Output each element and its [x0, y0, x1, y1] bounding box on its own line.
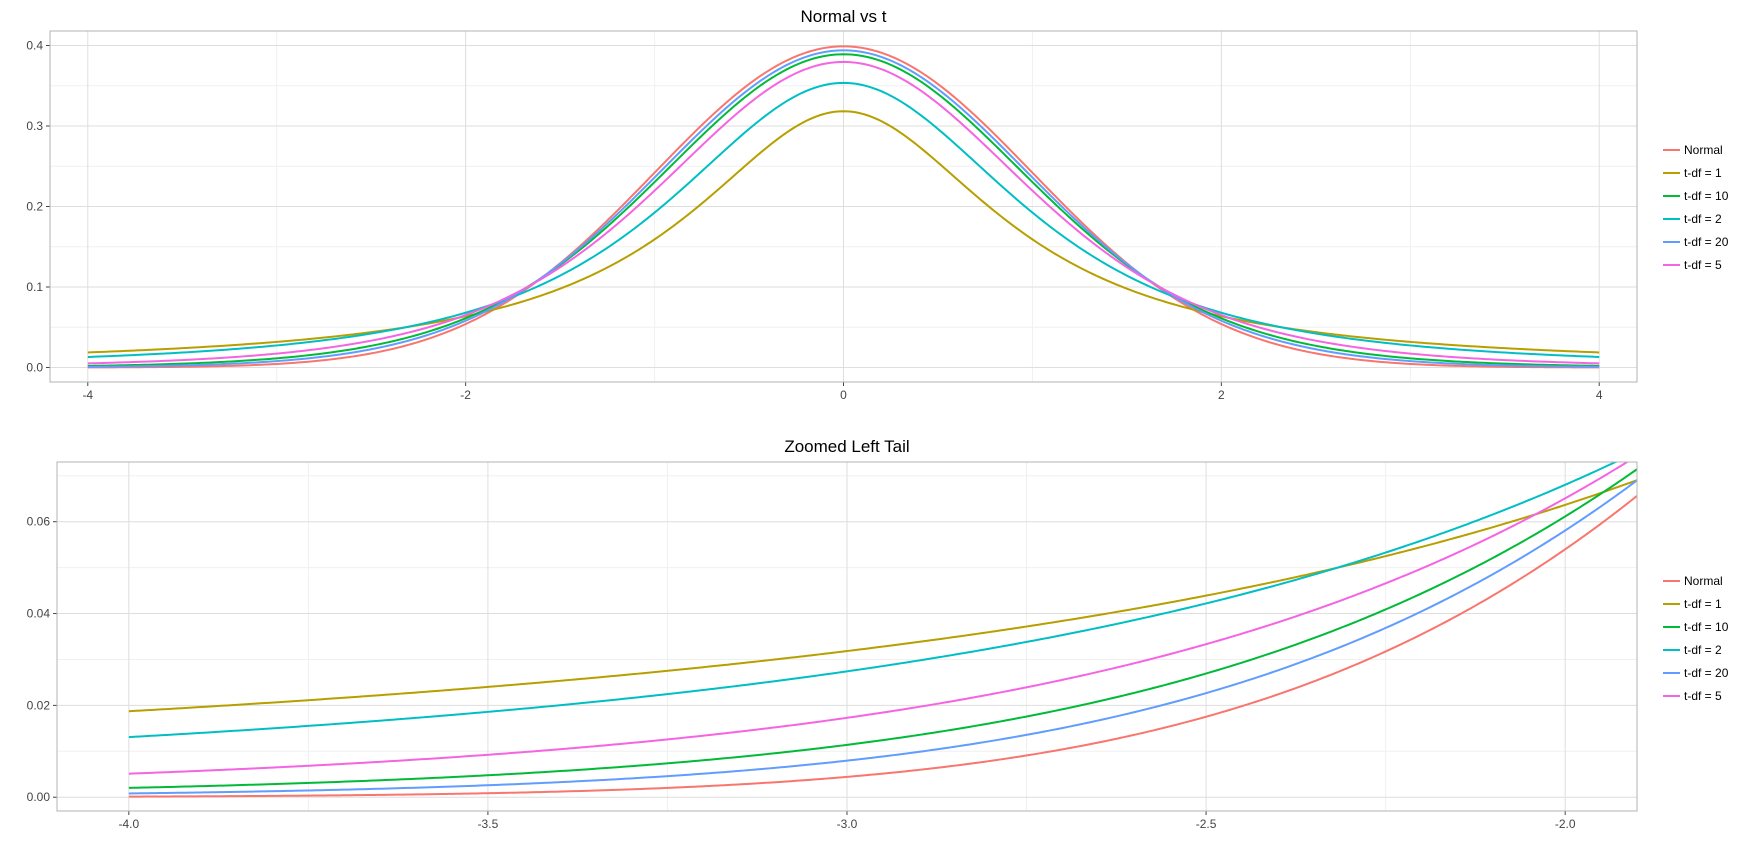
legend-label: t-df = 1	[1684, 166, 1722, 180]
panel-border	[56, 461, 1638, 812]
panel-border	[49, 30, 1638, 383]
x-tick-label: -2.5	[1196, 817, 1217, 831]
y-tick-label: 0.04	[27, 607, 51, 621]
x-tick-label: -2.0	[1555, 817, 1576, 831]
chart-panel-1: Normal vs t -4 -2 0 2 4 0.0 0.1 0.2 0.3 0.4 Normal t…	[26, 7, 1728, 402]
series-line-normal	[128, 495, 1637, 798]
legend-label: Normal	[1684, 574, 1723, 588]
y-tick-label: 0.1	[26, 280, 43, 294]
x-tick-label: 0	[840, 388, 847, 402]
series-line-t-df-2	[87, 81, 1600, 358]
chart-title: Zoomed Left Tail	[784, 437, 909, 456]
legend: Normal t-df = 1 t-df = 10 t-df = 2 t-df = 20…	[1663, 143, 1729, 272]
legend-label: Normal	[1684, 143, 1723, 157]
legend-label: t-df = 10	[1684, 620, 1729, 634]
y-tick-label: 0.06	[27, 515, 51, 529]
series-line-t-df-20	[87, 49, 1600, 368]
legend: Normal t-df = 1 t-df = 10 t-df = 2 t-df = 20…	[1663, 574, 1729, 703]
legend-label: t-df = 20	[1684, 666, 1729, 680]
series-line-t-df-5	[128, 462, 1630, 775]
chart-panel-2: Zoomed Left Tail -4.0 -3.5 -3.0 -2.5 -2.0 0.00…	[27, 437, 1729, 831]
legend-label: t-df = 20	[1684, 235, 1729, 249]
series-line-t-df-2	[128, 462, 1618, 739]
legend-label: t-df = 5	[1684, 689, 1722, 703]
legend-label: t-df = 1	[1684, 597, 1722, 611]
legend-label: t-df = 2	[1684, 212, 1722, 226]
x-tick-label: -4.0	[118, 817, 139, 831]
series-line-t-df-10	[128, 468, 1637, 789]
y-tick-label: 0.2	[26, 200, 43, 214]
y-tick-label: 0.3	[26, 119, 43, 133]
x-tick-label: -4	[82, 388, 93, 402]
legend-label: t-df = 5	[1684, 258, 1722, 272]
x-tick-label: 2	[1218, 388, 1225, 402]
series-line-t-df-20	[128, 479, 1637, 795]
series-line-t-df-1	[87, 110, 1600, 354]
y-tick-label: 0.02	[27, 698, 51, 712]
x-tick-label: -3.0	[837, 817, 858, 831]
x-tick-label: 4	[1596, 388, 1603, 402]
legend-label: t-df = 10	[1684, 189, 1729, 203]
series-line-t-df-10	[87, 53, 1600, 367]
legend-label: t-df = 2	[1684, 643, 1722, 657]
y-tick-label: 0.00	[27, 790, 51, 804]
y-tick-label: 0.0	[26, 361, 43, 375]
series-line-t-df-5	[87, 60, 1600, 365]
y-tick-label: 0.4	[26, 38, 43, 52]
series-line-t-df-1	[128, 479, 1637, 713]
x-tick-label: -3.5	[478, 817, 499, 831]
series-line-normal	[87, 45, 1600, 369]
x-tick-label: -2	[460, 388, 471, 402]
chart-title: Normal vs t	[801, 7, 887, 26]
